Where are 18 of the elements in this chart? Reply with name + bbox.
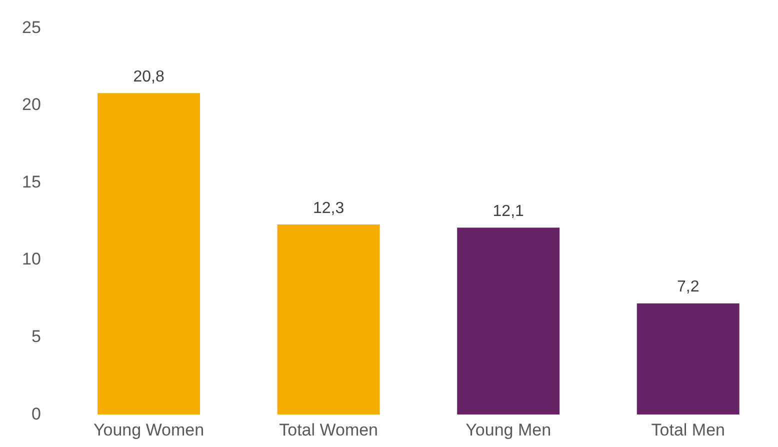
bar xyxy=(636,303,740,415)
y-tick-label: 15 xyxy=(22,172,41,192)
data-label: 12,3 xyxy=(313,200,344,217)
x-tick-label: Total Men xyxy=(651,420,725,440)
data-label: 7,2 xyxy=(676,278,700,296)
bar xyxy=(98,93,200,415)
y-tick-label: 5 xyxy=(31,327,41,346)
x-tick-label: Young Men xyxy=(466,420,552,440)
y-tick-label: 0 xyxy=(31,404,41,424)
x-tick-label: Young Women xyxy=(94,420,204,440)
y-tick-label: 20 xyxy=(22,95,41,114)
x-tick-label: Total Women xyxy=(279,420,378,440)
data-label: 20,8 xyxy=(133,68,164,86)
y-tick-label: 25 xyxy=(22,18,41,37)
data-label: 12,1 xyxy=(492,202,524,220)
bar xyxy=(457,228,560,415)
bar xyxy=(277,224,380,415)
y-tick-label: 10 xyxy=(22,250,41,269)
